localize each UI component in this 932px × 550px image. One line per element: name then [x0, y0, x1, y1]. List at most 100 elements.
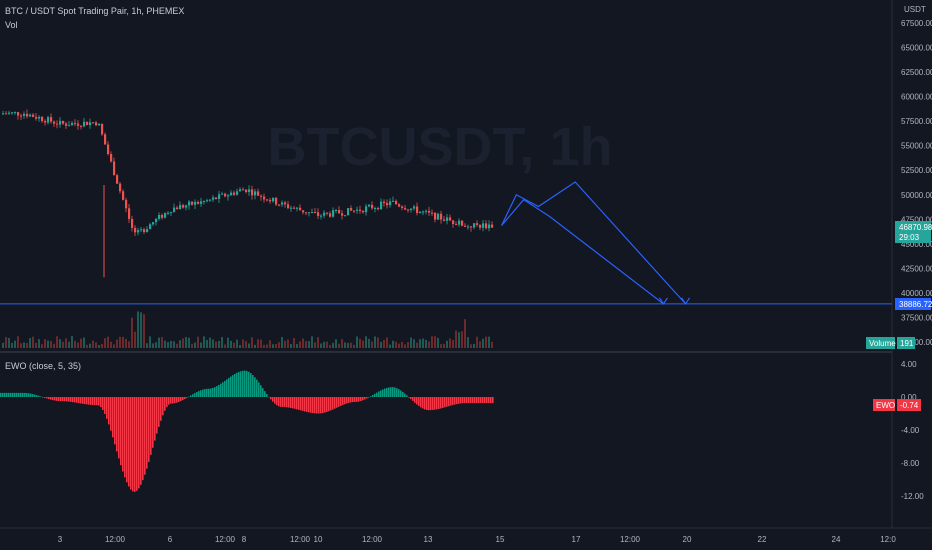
volume-bar [320, 343, 322, 348]
time-tick-label: 10 [314, 535, 323, 544]
volume-bar [74, 340, 76, 348]
ewo-bar [206, 388, 208, 397]
volume-bar [287, 339, 289, 348]
candle-body [359, 209, 362, 211]
ewo-bar [198, 391, 200, 397]
ewo-bar [138, 397, 140, 489]
ewo-bar [294, 397, 296, 409]
volume-bar [332, 342, 334, 348]
ewo-bar [318, 397, 320, 414]
candle-body [419, 211, 422, 213]
volume-bar [35, 342, 37, 348]
candle-body [35, 116, 38, 119]
ewo-bar [194, 393, 196, 397]
volume-bar [215, 341, 217, 348]
candle-body [320, 215, 323, 217]
volume-bar [227, 337, 229, 348]
candle-body [416, 206, 419, 213]
ewo-bar [50, 397, 52, 400]
candle-body [422, 211, 425, 213]
projection-path-2[interactable] [501, 181, 687, 305]
current-price-badge-bg [895, 221, 931, 243]
candle-body [179, 205, 182, 210]
ewo-bar [450, 397, 452, 406]
ewo-bar [26, 393, 28, 397]
chart-title: BTC / USDT Spot Trading Pair, 1h, PHEMEX [5, 6, 185, 16]
volume-bar [284, 340, 286, 348]
drawings[interactable] [0, 181, 892, 305]
volume-bar [194, 342, 196, 348]
ewo-bar [392, 387, 394, 397]
ewo-bar [172, 397, 174, 404]
ewo-bar [220, 383, 222, 397]
projection-path-1[interactable] [501, 198, 664, 305]
ewo-bar [218, 384, 220, 397]
volume-bar [308, 341, 310, 348]
ewo-bar [338, 397, 340, 407]
candle-body [86, 121, 89, 125]
arrow-head-2 [681, 297, 691, 305]
volume-bar [470, 344, 472, 348]
candle-body [98, 123, 101, 126]
ewo-bar [460, 397, 462, 404]
watermark: BTCUSDT, 1h [267, 117, 612, 177]
volume-bar [416, 342, 418, 348]
ewo-bar [208, 388, 210, 397]
ewo-bar [236, 372, 238, 397]
ewo-bar [82, 397, 84, 404]
ewo-bar [214, 387, 216, 397]
ewo-bar [18, 392, 20, 397]
ewo-bar [216, 386, 218, 397]
candle-body [365, 206, 368, 213]
candle-body [206, 200, 209, 202]
ewo-bar [186, 397, 188, 398]
time-tick-label: 12:00 [215, 535, 236, 544]
ewo-bar [476, 397, 478, 404]
candle-body [44, 121, 47, 123]
ewo-bar [424, 397, 426, 410]
ewo-bar [314, 397, 316, 414]
volume-bar [251, 337, 253, 348]
candle-body [5, 113, 8, 115]
ewo-bar [62, 397, 64, 402]
candle-body [221, 193, 224, 195]
ewo-axis-ticks: 4.00 0.00 -4.00 -8.00 -12.00 [901, 360, 924, 501]
ewo-bar [128, 397, 130, 487]
volume-bar [476, 336, 478, 348]
volume-bar [116, 339, 118, 348]
ewo-bar [300, 397, 302, 411]
volume-bar [413, 339, 415, 348]
ewo-badge-value: -0.74 [900, 401, 919, 410]
ewo-bar [40, 396, 42, 398]
ewo-bar [276, 397, 278, 406]
ewo-bar [110, 397, 112, 431]
candle-body [386, 202, 389, 206]
volume-bar [254, 344, 256, 348]
ewo-bar [210, 388, 212, 397]
ewo-bar [274, 397, 276, 404]
ewo-bar [252, 375, 254, 397]
volume-bar [263, 344, 265, 348]
candle-body [14, 112, 17, 114]
candle-body [470, 226, 473, 228]
volume-bar [86, 344, 88, 348]
ewo-bar [406, 395, 408, 397]
ewo-bar [80, 397, 82, 404]
candle-body [188, 201, 191, 206]
ewo-bar [420, 397, 422, 408]
candle-body [83, 121, 86, 127]
ewo-bar [348, 397, 350, 403]
volume-bar [452, 339, 454, 348]
ewo-bar [282, 397, 284, 407]
volume-bar [233, 342, 235, 348]
candle-body [380, 201, 383, 210]
candle-body [485, 223, 488, 229]
candle-body [65, 123, 68, 126]
volume-bar [356, 336, 358, 348]
ewo-bar [44, 397, 46, 398]
ewo-bar [322, 397, 324, 414]
ewo-bar [242, 370, 244, 397]
ewo-bar [400, 390, 402, 397]
candle-body [437, 213, 440, 220]
volume-bar [221, 337, 223, 348]
